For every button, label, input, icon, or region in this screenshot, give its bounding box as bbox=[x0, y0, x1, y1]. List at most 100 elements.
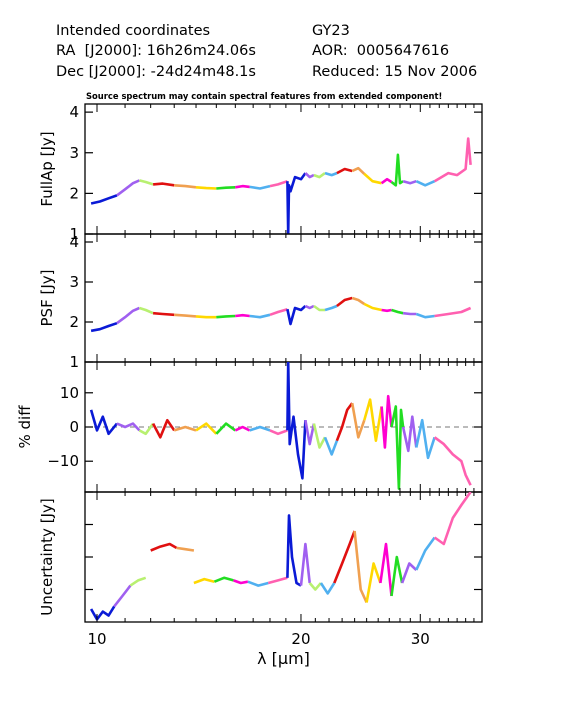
fullap-segment-4 bbox=[174, 184, 197, 189]
diff-segment-15 bbox=[350, 402, 366, 439]
uncertainty-segment-11 bbox=[299, 542, 311, 586]
x-tick-label-2: 30 bbox=[411, 630, 430, 648]
diff-segment-19 bbox=[401, 415, 418, 453]
fullap-segment-21 bbox=[433, 137, 472, 183]
diff-segment-17 bbox=[380, 394, 393, 449]
psf-segment-3 bbox=[152, 311, 175, 317]
uncertainty-ylabel: Uncertainty [Jy] bbox=[38, 498, 56, 615]
uncertainty-segment-18 bbox=[390, 555, 404, 597]
psf-frame bbox=[84, 233, 483, 363]
diff-segment-2 bbox=[138, 422, 155, 436]
diff-ytick-label-0: −10 bbox=[47, 452, 79, 470]
diff-segment-0 bbox=[89, 409, 118, 436]
uncertainty-segment-12 bbox=[308, 582, 322, 591]
x-tick-label-1: 20 bbox=[291, 630, 310, 648]
extended-component-note: Source spectrum may contain spectral fea… bbox=[86, 91, 443, 101]
uncertainty-segment-15 bbox=[353, 530, 368, 604]
header-intended-coordinates: Intended coordinates bbox=[56, 23, 211, 39]
fullap-segment-11 bbox=[304, 172, 315, 179]
fullap-ylabel: FullAp [Jy] bbox=[38, 131, 56, 206]
diff-segment-13 bbox=[323, 436, 339, 456]
uncertainty-segment-5 bbox=[193, 577, 215, 585]
uncertainty-series bbox=[89, 492, 472, 621]
uncertainty-segment-6 bbox=[213, 576, 234, 583]
uncertainty-segment-7 bbox=[233, 579, 249, 585]
fullap-segment-19 bbox=[402, 179, 417, 185]
psf-segment-21 bbox=[434, 306, 472, 318]
uncertainty-segment-4 bbox=[176, 546, 195, 552]
fullap-segment-6 bbox=[216, 186, 236, 190]
fullap-segment-8 bbox=[249, 184, 271, 190]
diff-ytick-label-1: 0 bbox=[69, 418, 79, 436]
fullap-segment-5 bbox=[195, 186, 217, 190]
x-axis-label: λ [μm] bbox=[257, 649, 310, 668]
fullap-segment-18 bbox=[390, 153, 404, 187]
header-object-name: GY23 bbox=[312, 23, 350, 39]
diff-segment-10 bbox=[286, 362, 307, 480]
uncertainty-segment-21 bbox=[433, 492, 472, 546]
diff-series bbox=[89, 362, 472, 490]
fullap-segment-12 bbox=[313, 172, 326, 179]
fullap-ytick-label-0: 1 bbox=[69, 225, 79, 243]
psf-segment-16 bbox=[363, 302, 382, 312]
fullap-segment-9 bbox=[269, 179, 288, 188]
diff-segment-14 bbox=[335, 402, 354, 442]
fullap-segment-16 bbox=[363, 172, 382, 185]
x-tick-label-0: 10 bbox=[87, 630, 106, 648]
psf-series bbox=[90, 296, 472, 333]
diff-segment-7 bbox=[234, 425, 251, 432]
fullap-segment-14 bbox=[336, 167, 353, 175]
uncertainty-segment-8 bbox=[247, 580, 269, 587]
uncertainty-segment-17 bbox=[379, 542, 393, 597]
diff-segment-8 bbox=[249, 425, 271, 432]
diff-segment-1 bbox=[116, 422, 141, 432]
psf-segment-7 bbox=[235, 313, 250, 318]
fullap-segment-17 bbox=[380, 177, 393, 185]
psf-ytick-label-2: 3 bbox=[69, 273, 79, 291]
psf-segment-10 bbox=[286, 305, 307, 326]
uncertainty-segment-14 bbox=[333, 530, 356, 584]
psf-segment-11 bbox=[304, 304, 315, 310]
fullap-segment-10 bbox=[286, 172, 307, 234]
fullap-ytick-label-2: 3 bbox=[69, 144, 79, 162]
psf-segment-12 bbox=[313, 304, 325, 312]
uncertainty-segment-1 bbox=[113, 584, 132, 608]
psf-segment-19 bbox=[402, 311, 417, 316]
fullap-segment-13 bbox=[324, 171, 338, 177]
header-aor: AOR: 0005647616 bbox=[312, 43, 450, 59]
header-dec: Dec [J2000]: -24d24m48.1s bbox=[56, 64, 256, 80]
psf-segment-0 bbox=[90, 321, 118, 333]
psf-segment-20 bbox=[415, 312, 435, 319]
diff-segment-5 bbox=[195, 422, 218, 435]
diff-segment-11 bbox=[304, 419, 316, 446]
header-reduced-date: Reduced: 15 Nov 2006 bbox=[312, 64, 478, 80]
uncertainty-segment-19 bbox=[400, 562, 418, 584]
diff-ylabel: % diff bbox=[16, 405, 34, 449]
psf-ytick-label-1: 2 bbox=[69, 313, 79, 331]
uncertainty-segment-13 bbox=[319, 582, 336, 595]
uncertainty-segment-0 bbox=[89, 605, 116, 621]
psf-segment-2 bbox=[139, 306, 154, 315]
uncertainty-segment-20 bbox=[415, 536, 436, 571]
fullap-ytick-label-1: 2 bbox=[69, 184, 79, 202]
fullap-segment-7 bbox=[235, 184, 250, 189]
psf-segment-6 bbox=[216, 314, 236, 319]
uncertainty-segment-3 bbox=[150, 542, 178, 552]
psf-segment-1 bbox=[116, 306, 140, 325]
psf-segment-15 bbox=[351, 296, 366, 306]
psf-segment-5 bbox=[195, 315, 217, 319]
diff-segment-6 bbox=[215, 422, 237, 435]
psf-segment-18 bbox=[391, 308, 404, 315]
diff-segment-18 bbox=[390, 405, 405, 490]
fullap-frame bbox=[84, 103, 483, 235]
header-ra: RA [J2000]: 16h26m24.06s bbox=[56, 43, 256, 59]
psf-segment-8 bbox=[249, 313, 271, 319]
fullap-segment-0 bbox=[90, 194, 118, 205]
psf-segment-13 bbox=[324, 304, 338, 312]
fullap-segment-3 bbox=[152, 182, 175, 187]
fullap-segment-1 bbox=[116, 179, 140, 197]
fullap-segment-20 bbox=[415, 180, 436, 187]
psf-segment-9 bbox=[269, 307, 288, 317]
diff-segment-21 bbox=[433, 436, 472, 486]
psf-segment-14 bbox=[336, 296, 353, 308]
